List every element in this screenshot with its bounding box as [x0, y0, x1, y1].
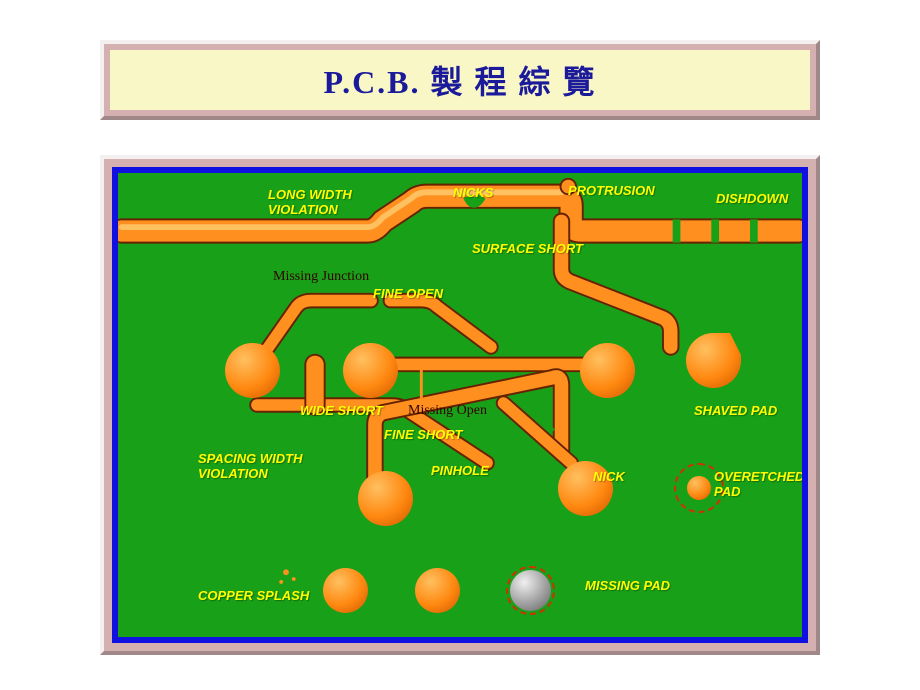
label-copper-splash: COPPER SPLASH: [198, 588, 309, 603]
label-shaved-pad: SHAVED PAD: [694, 403, 777, 418]
label-protrusion: PROTRUSION: [568, 183, 655, 198]
label-dishdown: DISHDOWN: [716, 191, 788, 206]
pad-r3-2: [415, 568, 460, 613]
pad-r1-1: [225, 343, 280, 398]
pad-missing-gray: [510, 570, 551, 611]
label-fine-short: FINE SHORT: [384, 427, 463, 442]
label-missing-junction: Missing Junction: [273, 269, 369, 285]
label-fine-open: FINE OPEN: [373, 286, 443, 301]
title-panel: P.C.B. 製 程 綜 覽: [100, 40, 820, 120]
label-wide-short: WIDE SHORT: [300, 403, 383, 418]
label-missing-open: Missing Open: [408, 403, 487, 419]
label-nick: NICK: [593, 469, 625, 484]
pad-shaved: [686, 333, 741, 388]
pad-r3-1: [323, 568, 368, 613]
label-nicks: NICKS: [453, 185, 493, 200]
label-missing-pad: MISSING PAD: [585, 578, 670, 593]
diagram-panel: LONG WIDTH VIOLATION NICKS PROTRUSION DI…: [100, 155, 820, 655]
pcb-board: LONG WIDTH VIOLATION NICKS PROTRUSION DI…: [112, 167, 808, 643]
page-title: P.C.B. 製 程 綜 覽: [323, 57, 596, 103]
label-spacing-width-violation: SPACING WIDTH VIOLATION: [198, 451, 302, 481]
label-surface-short: SURFACE SHORT: [472, 241, 583, 256]
pad-r1-2: [343, 343, 398, 398]
title-inner: P.C.B. 製 程 綜 覽: [110, 50, 810, 110]
pad-overetched-inner: [687, 476, 711, 500]
label-overetched-pad: OVERETCHED PAD: [714, 469, 804, 499]
pad-r1-3: [580, 343, 635, 398]
label-pinhole: PINHOLE: [431, 463, 489, 478]
label-long-width-violation: LONG WIDTH VIOLATION: [268, 187, 352, 217]
pad-r2-1: [358, 471, 413, 526]
